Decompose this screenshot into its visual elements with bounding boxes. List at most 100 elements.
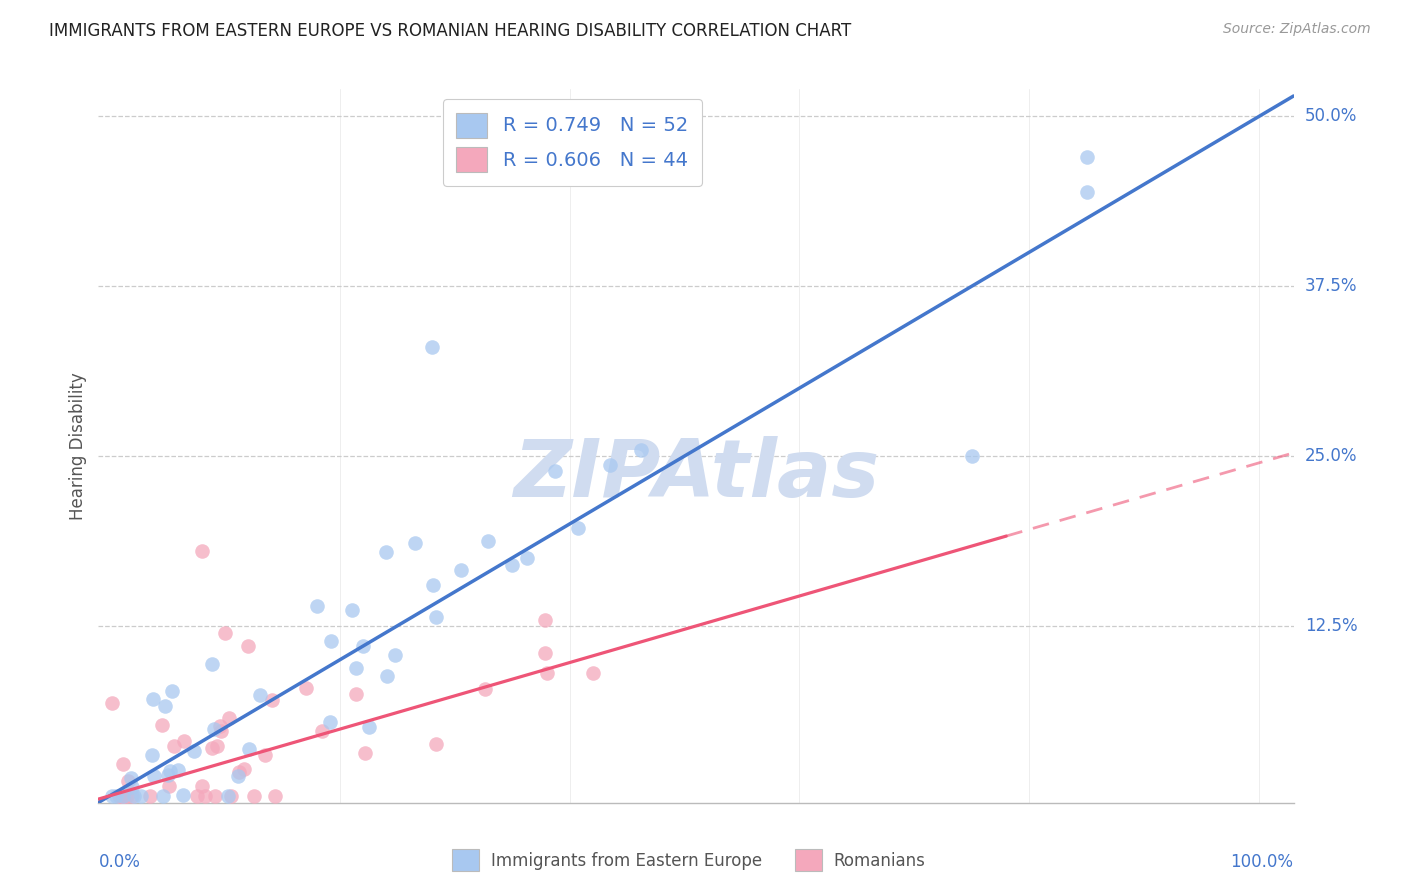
Point: [254, 747, 277, 762]
Point: [209, 724, 232, 739]
Point: [340, 603, 363, 617]
Point: [173, 734, 195, 748]
Point: [384, 648, 406, 663]
Point: [374, 545, 396, 559]
Point: [422, 578, 444, 592]
Point: [167, 763, 190, 777]
Point: [516, 551, 538, 566]
Point: [157, 779, 180, 793]
Point: [1076, 185, 1098, 199]
Text: 50.0%: 50.0%: [1305, 107, 1357, 126]
Point: [204, 789, 226, 803]
Text: 25.0%: 25.0%: [1305, 447, 1357, 465]
Point: [117, 773, 139, 788]
Point: [214, 625, 236, 640]
Point: [117, 789, 139, 803]
Point: [141, 748, 163, 763]
Point: [344, 687, 367, 701]
Point: [630, 442, 652, 457]
Point: [186, 789, 208, 803]
Point: [226, 769, 249, 783]
Point: [233, 762, 256, 776]
Point: [534, 613, 557, 627]
Point: [236, 640, 259, 654]
Point: [960, 449, 983, 463]
Point: [201, 740, 224, 755]
Point: [264, 789, 287, 803]
Point: [238, 742, 260, 756]
Point: [143, 769, 166, 783]
Text: 0.0%: 0.0%: [98, 853, 141, 871]
Point: [139, 789, 162, 803]
Point: [108, 789, 131, 803]
Point: [344, 661, 367, 675]
Point: [450, 563, 472, 577]
Legend: R = 0.749   N = 52, R = 0.606   N = 44: R = 0.749 N = 52, R = 0.606 N = 44: [443, 99, 702, 186]
Text: 37.5%: 37.5%: [1305, 277, 1357, 295]
Point: [501, 558, 523, 572]
Point: [249, 688, 271, 702]
Point: [191, 544, 214, 558]
Point: [160, 683, 183, 698]
Point: [111, 789, 134, 803]
Point: [359, 720, 381, 734]
Point: [319, 634, 342, 648]
Point: [121, 789, 143, 803]
Point: [353, 746, 375, 760]
Point: [295, 681, 318, 695]
Point: [194, 789, 217, 803]
Point: [208, 719, 231, 733]
Text: ZIPAtlas: ZIPAtlas: [513, 435, 879, 514]
Point: [1076, 150, 1098, 164]
Text: 100.0%: 100.0%: [1230, 853, 1294, 871]
Point: [305, 599, 328, 613]
Point: [200, 657, 222, 672]
Point: [108, 789, 131, 803]
Point: [243, 789, 266, 803]
Point: [311, 724, 333, 739]
Point: [536, 666, 558, 681]
Point: [129, 789, 152, 803]
Point: [544, 464, 567, 478]
Point: [111, 757, 134, 772]
Text: Source: ZipAtlas.com: Source: ZipAtlas.com: [1223, 22, 1371, 37]
Point: [420, 340, 443, 354]
Y-axis label: Hearing Disability: Hearing Disability: [69, 372, 87, 520]
Point: [567, 521, 589, 535]
Point: [204, 722, 226, 736]
Point: [581, 666, 603, 681]
Point: [404, 536, 426, 550]
Point: [152, 789, 174, 803]
Point: [217, 789, 239, 803]
Point: [228, 765, 250, 780]
Point: [159, 764, 181, 778]
Point: [218, 711, 240, 725]
Text: IMMIGRANTS FROM EASTERN EUROPE VS ROMANIAN HEARING DISABILITY CORRELATION CHART: IMMIGRANTS FROM EASTERN EUROPE VS ROMANI…: [49, 22, 852, 40]
Point: [191, 779, 214, 793]
Point: [205, 739, 228, 754]
Point: [474, 682, 496, 697]
Point: [319, 715, 342, 730]
Point: [111, 789, 134, 803]
Point: [101, 789, 124, 803]
Point: [260, 693, 283, 707]
Point: [142, 692, 165, 706]
Point: [425, 738, 447, 752]
Point: [477, 534, 499, 549]
Point: [425, 610, 447, 624]
Point: [120, 771, 142, 785]
Point: [101, 696, 124, 710]
Point: [156, 768, 179, 782]
Point: [150, 718, 173, 732]
Point: [352, 640, 374, 654]
Point: [375, 669, 398, 683]
Legend: Immigrants from Eastern Europe, Romanians: Immigrants from Eastern Europe, Romanian…: [444, 841, 934, 880]
Point: [114, 789, 136, 803]
Point: [172, 788, 194, 802]
Point: [599, 458, 621, 472]
Point: [121, 780, 143, 795]
Point: [183, 743, 205, 757]
Point: [155, 699, 177, 714]
Point: [112, 789, 135, 803]
Point: [221, 789, 243, 803]
